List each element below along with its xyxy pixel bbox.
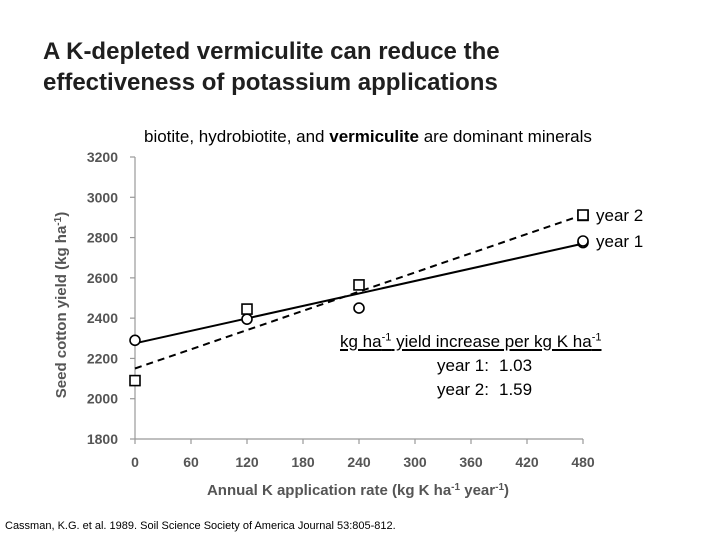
- legend-label: year 1: [596, 232, 643, 251]
- y-tick-label: 1800: [87, 431, 118, 447]
- data-point-square: [353, 279, 365, 291]
- y-axis-label: Seed cotton yield (kg ha-1): [53, 212, 71, 398]
- subtitle-pre: biotite, hydrobiotite, and: [144, 127, 330, 146]
- x-tick-label: 360: [459, 454, 483, 470]
- data-point-circle: [241, 313, 253, 325]
- x-tick-label: 0: [131, 454, 139, 470]
- y-tick-label: 2800: [87, 230, 118, 246]
- x-axis-label: Annual K application rate (kg K ha-1 yea…: [207, 482, 509, 500]
- page-title: A K-depleted vermiculite can reduce the …: [43, 36, 683, 98]
- data-point-square: [129, 374, 141, 387]
- legend-label: year 2: [596, 206, 643, 225]
- x-tick-label: 480: [571, 454, 595, 470]
- title-line-2: effectiveness of potassium applications: [43, 69, 498, 96]
- annotation-heading: kg ha-1 yield increase per kg K ha-1: [340, 330, 670, 354]
- x-tick-label: 300: [403, 454, 427, 470]
- fit-lines: [134, 213, 584, 370]
- annotation-head-sup-b: -1: [591, 331, 602, 344]
- y-tick-label: 2200: [87, 350, 118, 366]
- x-tick-label: 120: [235, 454, 259, 470]
- data-point-circle: [353, 302, 365, 314]
- x-tick-label: 60: [183, 454, 199, 470]
- subtitle-bold: vermiculite: [329, 127, 419, 146]
- y-tick-label: 2400: [87, 310, 118, 326]
- legend-marker-circle: [577, 235, 589, 247]
- x-tick-label: 180: [291, 454, 315, 470]
- title-line-1: A K-depleted vermiculite can reduce the: [43, 38, 500, 65]
- fit-line-year-2: [134, 213, 584, 370]
- data-point-circle: [129, 334, 141, 347]
- annotation-value: 1.59: [498, 380, 533, 399]
- annotation-head-b: yield increase per kg K ha: [391, 332, 592, 351]
- y-tick-label: 2600: [87, 270, 118, 286]
- annotation-row-year-2: year 2: 1.59: [340, 378, 670, 402]
- x-tick-label: 240: [347, 454, 371, 470]
- annotation-label: year 1:: [437, 356, 489, 375]
- tick-labels: 1800 2000 2200 2400 2600 2800 3000 3200 0 60 120 18…: [87, 149, 595, 470]
- yield-increase-annotation: kg ha-1 yield increase per kg K ha-1 yea…: [340, 330, 670, 402]
- data-point-square: [241, 303, 253, 315]
- fit-line-year-1: [134, 242, 584, 345]
- annotation-value: 1.03: [498, 356, 533, 375]
- chart-subtitle: biotite, hydrobiotite, and vermiculite a…: [144, 127, 592, 147]
- chart-axes: [130, 156, 584, 444]
- y-tick-label: 2000: [87, 391, 118, 407]
- legend: year 2 year 1: [577, 206, 643, 251]
- legend-marker-square: [577, 209, 589, 221]
- y-tick-label: 3000: [87, 189, 118, 205]
- citation: Cassman, K.G. et al. 1989. Soil Science …: [5, 520, 396, 532]
- annotation-head-sup-a: -1: [381, 331, 392, 344]
- y-tick-label: 3200: [87, 149, 118, 165]
- annotation-row-year-1: year 1: 1.03: [340, 354, 670, 378]
- x-tick-label: 420: [515, 454, 539, 470]
- annotation-label: year 2:: [437, 380, 489, 399]
- axis-labels: Annual K application rate (kg K ha-1 yea…: [53, 212, 510, 499]
- annotation-head-a: kg ha: [340, 332, 382, 351]
- subtitle-post: are dominant minerals: [419, 127, 592, 146]
